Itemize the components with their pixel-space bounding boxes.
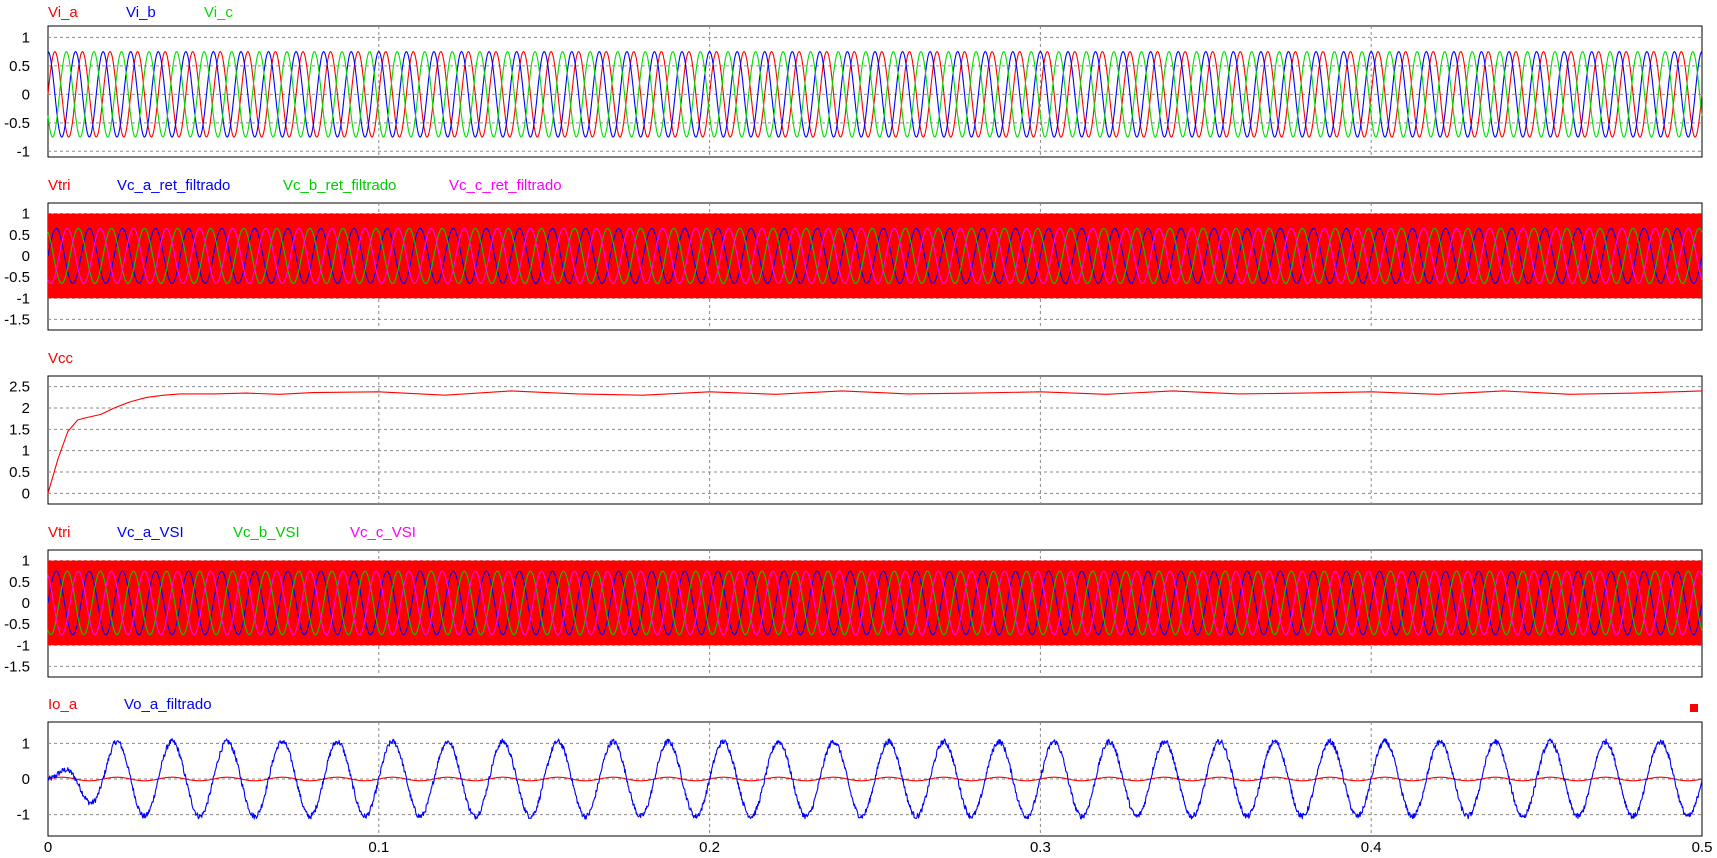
x-axis: 0 0.1 0.2 0.3 0.4 0.5 — [44, 839, 1713, 856]
y-tick-label: 1 — [22, 206, 30, 223]
x-tick-label: 0.3 — [1030, 839, 1051, 856]
y-tick-label: 1 — [22, 735, 30, 752]
panel-3-y-ticks: 2.5 2 1.5 1 0.5 0 — [9, 379, 30, 503]
panel-5-legend: Io_a Vo_a_filtrado — [48, 696, 212, 713]
y-tick-label: 0 — [22, 248, 30, 265]
series-vc-a-vsi — [47, 570, 1703, 636]
legend-entry-vc-b-vsi: Vc_b_VSI — [233, 524, 300, 541]
panel-2-y-ticks: 1 0.5 0 -0.5 -1 -1.5 — [4, 206, 30, 329]
panel-3-series — [47, 390, 1703, 494]
panel-5: Io_a Vo_a_filtrado 1 0 -1 — [17, 696, 1703, 837]
y-tick-label: -1 — [17, 637, 30, 654]
series-vc-a-ret-filtrado — [47, 227, 1703, 284]
y-tick-label: 2 — [22, 400, 30, 417]
panel-4: Vtri Vc_a_VSI Vc_b_VSI Vc_c_VSI 1 0.5 0 -0.5 -1… — [4, 524, 1703, 678]
y-tick-label: 0 — [22, 485, 30, 502]
legend-entry-vo-a-filtrado: Vo_a_filtrado — [124, 696, 212, 713]
y-tick-label: 0 — [22, 771, 30, 788]
y-tick-label: -1 — [17, 807, 30, 824]
y-tick-label: 1 — [22, 443, 30, 460]
y-tick-label: 2.5 — [9, 379, 30, 396]
panel-4-y-ticks: 1 0.5 0 -0.5 -1 -1.5 — [4, 553, 30, 676]
panel-2: Vtri Vc_a_ret_filtrado Vc_b_ret_filtrado Vc… — [4, 177, 1703, 331]
legend-entry-vtri: Vtri — [48, 177, 71, 194]
panel-1-series — [47, 51, 1703, 138]
legend-entry-vc-a-ret-filtrado: Vc_a_ret_filtrado — [117, 177, 230, 194]
legend-entry-vcc: Vcc — [48, 350, 74, 367]
y-tick-label: -1.5 — [4, 311, 30, 328]
panel-1-y-ticks: 1 0.5 0 -0.5 -1 — [4, 29, 30, 160]
y-tick-label: 0.5 — [9, 227, 30, 244]
legend-entry-vc-b-ret-filtrado: Vc_b_ret_filtrado — [283, 177, 396, 194]
y-tick-label: 1 — [22, 553, 30, 570]
series-vc-c-vsi — [47, 570, 1703, 636]
y-tick-label: 0 — [22, 595, 30, 612]
legend-entry-vi-b: Vi_b — [126, 4, 156, 21]
panel-1-legend: Vi_a Vi_b Vi_c — [48, 4, 233, 21]
panel-2-series — [47, 213, 1703, 299]
y-tick-label: -0.5 — [4, 616, 30, 633]
panel-4-series — [47, 560, 1703, 646]
y-tick-label: 0.5 — [9, 574, 30, 591]
panel-1: Vi_a Vi_b Vi_c 1 0.5 0 -0.5 -1 — [4, 4, 1703, 160]
x-tick-label: 0 — [44, 839, 52, 856]
y-tick-label: 0 — [22, 86, 30, 103]
panel-2-legend: Vtri Vc_a_ret_filtrado Vc_b_ret_filtrado Vc… — [48, 177, 562, 194]
legend-entry-vc-c-ret-filtrado: Vc_c_ret_filtrado — [449, 177, 562, 194]
indicator-marker — [1690, 704, 1698, 712]
panel-4-legend: Vtri Vc_a_VSI Vc_b_VSI Vc_c_VSI — [48, 524, 416, 541]
series-vi-a — [47, 51, 1703, 138]
panel-3: Vcc 2.5 2 1.5 1 0.5 0 — [9, 350, 1703, 505]
panel-5-y-ticks: 1 0 -1 — [17, 735, 30, 823]
y-tick-label: -0.5 — [4, 115, 30, 132]
panel-3-plot-area — [47, 375, 1703, 505]
y-tick-label: -1 — [17, 290, 30, 307]
y-tick-label: -0.5 — [4, 269, 30, 286]
x-tick-label: 0.2 — [699, 839, 720, 856]
y-tick-label: -1 — [17, 143, 30, 160]
panel-3-legend: Vcc — [48, 350, 74, 367]
series-vcc — [47, 390, 1703, 494]
y-tick-label: 1.5 — [9, 421, 30, 438]
legend-entry-vi-a: Vi_a — [48, 4, 78, 21]
series-vc-b-vsi — [47, 570, 1703, 636]
legend-entry-vc-a-vsi: Vc_a_VSI — [117, 524, 184, 541]
y-tick-label: 0.5 — [9, 58, 30, 75]
panel-5-series — [47, 738, 1703, 820]
legend-entry-vi-c: Vi_c — [204, 4, 233, 21]
legend-entry-vtri: Vtri — [48, 524, 71, 541]
legend-entry-vc-c-vsi: Vc_c_VSI — [350, 524, 416, 541]
y-tick-label: -1.5 — [4, 658, 30, 675]
x-tick-label: 0.5 — [1692, 839, 1713, 856]
x-tick-label: 0.1 — [368, 839, 389, 856]
series-vi-b — [47, 51, 1703, 138]
panel-1-grid — [48, 26, 1702, 157]
series-vc-c-ret-filtrado — [47, 227, 1703, 284]
legend-entry-io-a: Io_a — [48, 696, 78, 713]
series-vo-a-filtrado — [47, 738, 1703, 820]
x-tick-label: 0.4 — [1361, 839, 1382, 856]
y-tick-label: 0.5 — [9, 464, 30, 481]
series-vc-b-ret-filtrado — [47, 227, 1703, 284]
y-tick-label: 1 — [22, 29, 30, 46]
series-vi-c — [47, 51, 1703, 138]
